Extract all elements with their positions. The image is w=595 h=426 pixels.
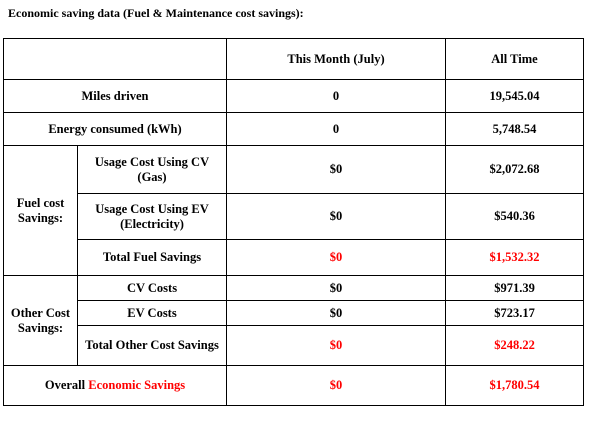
table-row-ev-costs: EV Costs $0 $723.17 [4, 300, 584, 326]
ev-usage-cost-label: Usage Cost Using EV (Electricity) [77, 193, 227, 240]
table-row-energy-consumed: Energy consumed (kWh) 0 5,748.54 [3, 112, 584, 146]
ev-costs-all-time: $723.17 [445, 300, 584, 326]
total-fuel-savings-this-month: $0 [226, 239, 446, 276]
overall-economic-savings-this-month: $0 [226, 365, 446, 406]
total-fuel-savings-label: Total Fuel Savings [77, 239, 227, 276]
table-row-total-other-cost-savings: Total Other Cost Savings $0 $248.22 [4, 325, 584, 366]
ev-costs-this-month: $0 [226, 300, 446, 326]
total-fuel-savings-all-time: $1,532.32 [445, 239, 584, 276]
cv-usage-cost-this-month: $0 [226, 145, 446, 194]
table-row-miles-driven: Miles driven 0 19,545.04 [3, 79, 584, 113]
cv-usage-cost-label: Usage Cost Using CV (Gas) [77, 145, 227, 194]
header-this-month: This Month (July) [226, 38, 446, 80]
table-row-cv-usage-cost: Fuel cost Savings: Usage Cost Using CV (… [3, 145, 584, 276]
table-header-row: This Month (July) All Time [3, 38, 584, 80]
miles-driven-this-month: 0 [226, 79, 446, 113]
table-row-ev-usage-cost: Usage Cost Using EV (Electricity) $0 $54… [4, 193, 584, 240]
miles-driven-all-time: 19,545.04 [445, 79, 584, 113]
cv-costs-label: CV Costs [77, 275, 227, 301]
total-other-cost-savings-label: Total Other Cost Savings [77, 325, 227, 366]
table-row-cv-costs: Other Cost Savings: CV Costs $0 $971.39 [3, 275, 584, 366]
header-blank-cell [3, 38, 227, 80]
miles-driven-label: Miles driven [3, 79, 227, 113]
cv-costs-all-time: $971.39 [445, 275, 584, 301]
energy-consumed-this-month: 0 [226, 112, 446, 146]
economic-savings-table: This Month (July) All Time Miles driven … [3, 38, 584, 406]
overall-economic-savings-all-time: $1,780.54 [445, 365, 584, 406]
table-row-total-fuel-savings: Total Fuel Savings $0 $1,532.32 [4, 239, 584, 276]
other-cost-savings-group-label: Other Cost Savings: [3, 275, 78, 366]
ev-usage-cost-all-time: $540.36 [445, 193, 584, 240]
overall-economic-savings-label: Overall Economic Savings [3, 365, 227, 406]
overall-label-highlight: Economic Savings [88, 378, 186, 392]
fuel-cost-savings-group-label: Fuel cost Savings: [3, 145, 78, 276]
header-all-time: All Time [445, 38, 584, 80]
total-other-cost-savings-all-time: $248.22 [445, 325, 584, 366]
ev-usage-cost-this-month: $0 [226, 193, 446, 240]
energy-consumed-all-time: 5,748.54 [445, 112, 584, 146]
table-row-overall-economic-savings: Overall Economic Savings $0 $1,780.54 [3, 365, 584, 406]
ev-costs-label: EV Costs [77, 300, 227, 326]
document-heading: Economic saving data (Fuel & Maintenance… [8, 6, 304, 20]
energy-consumed-label: Energy consumed (kWh) [3, 112, 227, 146]
total-other-cost-savings-this-month: $0 [226, 325, 446, 366]
overall-label-prefix: Overall [44, 378, 86, 392]
cv-costs-this-month: $0 [226, 275, 446, 301]
cv-usage-cost-all-time: $2,072.68 [445, 145, 584, 194]
